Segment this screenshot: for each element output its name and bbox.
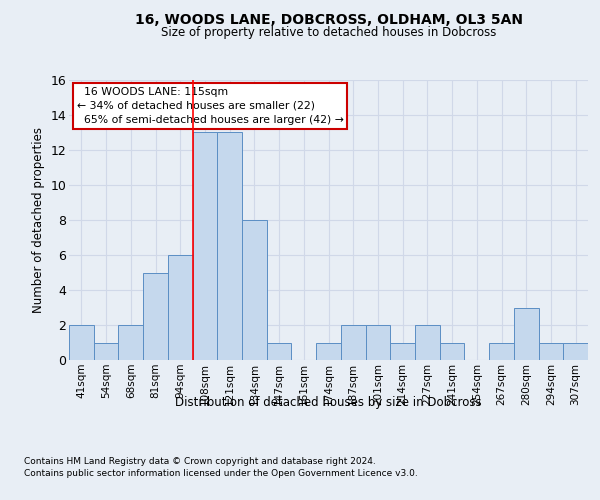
Text: 16, WOODS LANE, DOBCROSS, OLDHAM, OL3 5AN: 16, WOODS LANE, DOBCROSS, OLDHAM, OL3 5A…: [135, 12, 523, 26]
Bar: [118, 325, 143, 360]
Bar: [242, 220, 267, 360]
Bar: [217, 132, 242, 360]
Bar: [341, 325, 365, 360]
Bar: [365, 325, 390, 360]
Text: Contains public sector information licensed under the Open Government Licence v3: Contains public sector information licen…: [24, 469, 418, 478]
Bar: [267, 342, 292, 360]
Bar: [69, 325, 94, 360]
Bar: [143, 272, 168, 360]
Bar: [390, 342, 415, 360]
Y-axis label: Number of detached properties: Number of detached properties: [32, 127, 45, 313]
Text: 16 WOODS LANE: 115sqm
← 34% of detached houses are smaller (22)
  65% of semi-de: 16 WOODS LANE: 115sqm ← 34% of detached …: [77, 87, 344, 125]
Text: Distribution of detached houses by size in Dobcross: Distribution of detached houses by size …: [175, 396, 482, 409]
Bar: [168, 255, 193, 360]
Bar: [193, 132, 217, 360]
Bar: [489, 342, 514, 360]
Text: Size of property relative to detached houses in Dobcross: Size of property relative to detached ho…: [161, 26, 496, 39]
Bar: [415, 325, 440, 360]
Bar: [563, 342, 588, 360]
Text: Contains HM Land Registry data © Crown copyright and database right 2024.: Contains HM Land Registry data © Crown c…: [24, 458, 376, 466]
Bar: [440, 342, 464, 360]
Bar: [316, 342, 341, 360]
Bar: [514, 308, 539, 360]
Bar: [94, 342, 118, 360]
Bar: [539, 342, 563, 360]
